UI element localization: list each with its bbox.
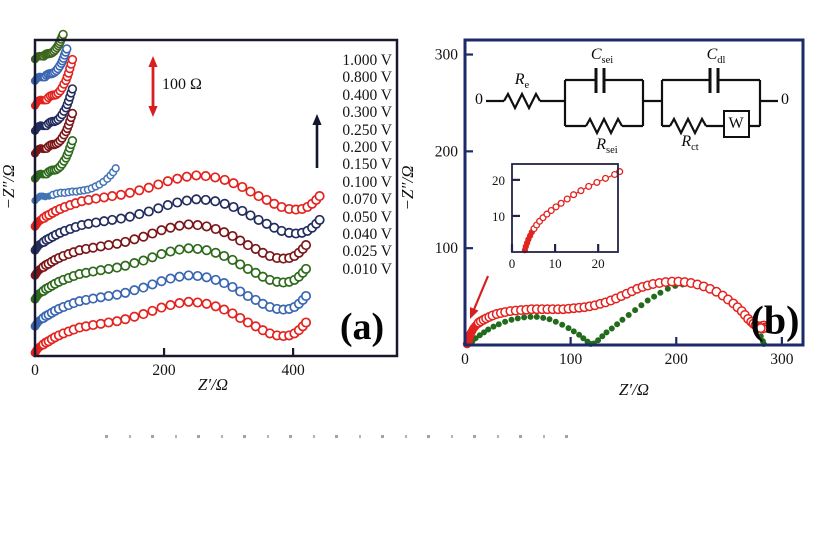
parallel-box-1 xyxy=(563,78,645,128)
circuit-label-warburg: W xyxy=(728,115,744,132)
series-0.150-v xyxy=(31,164,120,205)
legend-item: 0.100 V xyxy=(342,173,392,191)
legend-item: 0.250 V xyxy=(342,121,392,139)
circuit-label-terminal-left: 0 xyxy=(475,91,483,108)
svg-text:0: 0 xyxy=(461,351,469,368)
panel-a-chart-series xyxy=(30,29,325,358)
caption-remnant-line xyxy=(105,435,570,438)
circuit-label-r-e: Re xyxy=(514,71,530,91)
svg-text:200: 200 xyxy=(435,143,459,160)
series-0.250-v xyxy=(30,108,78,158)
legend-item: 0.800 V xyxy=(342,69,392,87)
series-0.070-v xyxy=(30,194,325,255)
svg-text:200: 200 xyxy=(665,351,689,368)
series-0.800-v xyxy=(30,44,72,86)
svg-text:100: 100 xyxy=(559,351,583,368)
legend-item: 0.040 V xyxy=(342,226,392,244)
resistor-re xyxy=(503,91,541,111)
svg-text:300: 300 xyxy=(770,351,794,368)
panel-a-letter: (a) xyxy=(339,306,385,348)
series-0.040-v xyxy=(30,243,312,304)
circuit-label-c-dl: Cdl xyxy=(706,46,726,66)
panel-b-inset-chart: 0 10 20 10 20 xyxy=(492,163,624,271)
series-0.010-v xyxy=(30,296,312,358)
series-0.050-v xyxy=(30,219,312,280)
panel-a-y-axis-label: −Z″/Ω xyxy=(0,164,18,210)
legend-item: 0.300 V xyxy=(342,104,392,122)
panel-b-inset-chart-series xyxy=(521,168,624,254)
parallel-box-2 xyxy=(660,78,762,128)
panel-a-x-axis-label: Z′/Ω xyxy=(197,375,229,394)
svg-text:100: 100 xyxy=(435,240,459,257)
origin-pointer-arrow xyxy=(470,275,490,319)
circuit-label-terminal-right: 0 xyxy=(781,91,789,108)
circuit-label-r-sei: Rsei xyxy=(596,136,618,156)
svg-text:10: 10 xyxy=(492,209,505,224)
legend-item: 0.050 V xyxy=(342,208,392,226)
series-experimental-zoom xyxy=(521,168,624,254)
series-0.025-v xyxy=(30,270,312,331)
scale-bar-label: 100 Ω xyxy=(162,76,202,93)
warburg-box xyxy=(723,110,750,138)
svg-text:200: 200 xyxy=(152,362,176,379)
legend-item: 0.070 V xyxy=(342,191,392,209)
panel-b-x-axis-label: Z′/Ω xyxy=(618,380,650,399)
capacitor-csei xyxy=(594,68,606,93)
svg-text:20: 20 xyxy=(492,173,505,188)
svg-text:0: 0 xyxy=(509,256,516,271)
panel-b-y-axis-label: −Z″/Ω xyxy=(398,165,417,211)
series-0.100-v xyxy=(30,170,325,231)
legend-item: 0.025 V xyxy=(342,243,392,261)
svg-text:0: 0 xyxy=(31,362,39,379)
voltage-order-arrow xyxy=(312,114,322,168)
legend-item: 0.400 V xyxy=(342,86,392,104)
svg-text:300: 300 xyxy=(435,47,459,64)
capacitor-cdl xyxy=(708,68,720,93)
series-experimental xyxy=(462,276,770,349)
circuit-label-c-sei: Csei xyxy=(590,46,614,66)
circuit-diagram xyxy=(486,68,778,138)
resistor-rct xyxy=(669,116,707,136)
circuit-label-r-ct: Rct xyxy=(681,133,699,153)
series-0.400-v xyxy=(30,54,78,110)
legend-item: 0.200 V xyxy=(342,139,392,157)
voltage-legend: 1.000 V 0.800 V 0.400 V 0.300 V 0.250 V 0.200… xyxy=(342,52,392,278)
resistor-rsei xyxy=(585,116,623,136)
svg-text:20: 20 xyxy=(592,256,605,271)
panel-a-chart: 0 200 400 xyxy=(30,29,399,379)
legend-item: 1.000 V xyxy=(342,52,392,69)
legend-item: 0.010 V xyxy=(342,260,392,278)
panel-b-chart-series xyxy=(462,276,770,349)
legend-item: 0.150 V xyxy=(342,156,392,174)
svg-text:400: 400 xyxy=(281,362,305,379)
scale-bar-arrow xyxy=(148,56,158,117)
svg-text:10: 10 xyxy=(549,256,562,271)
panel-b-letter: (b) xyxy=(750,297,800,343)
